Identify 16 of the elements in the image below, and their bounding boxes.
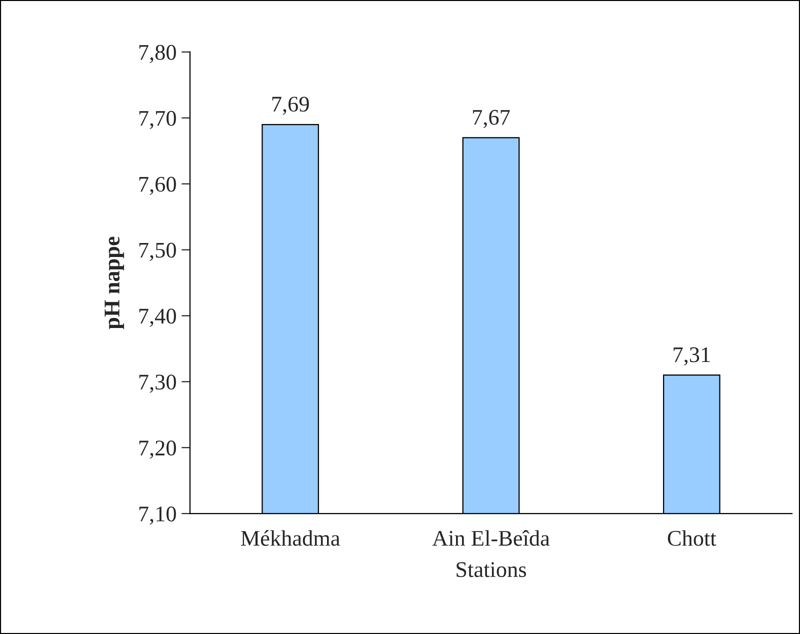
data-label: 7,31	[674, 347, 710, 366]
x-tick-label: Chott	[668, 530, 716, 546]
y-tick-label: 7,50	[139, 242, 176, 261]
x-axis-title: Stations	[456, 562, 526, 578]
y-tick-label: 7,20	[139, 440, 176, 459]
y-tick-label: 7,80	[139, 44, 176, 64]
y-tick-label: 7,30	[139, 374, 176, 393]
y-tick-label: 7,10	[139, 506, 176, 525]
x-tick-label: Ain El-Beîda	[432, 530, 550, 546]
data-label: 7,67	[473, 110, 510, 128]
data-label: 7,69	[272, 96, 309, 115]
y-tick-label: 7,60	[139, 176, 176, 195]
y-tick-label: 7,40	[139, 308, 176, 327]
y-tick-label: 7,70	[139, 110, 176, 130]
y-axis-title: pH nappe	[104, 236, 124, 330]
x-tick-label: Mékhadma	[240, 530, 340, 546]
